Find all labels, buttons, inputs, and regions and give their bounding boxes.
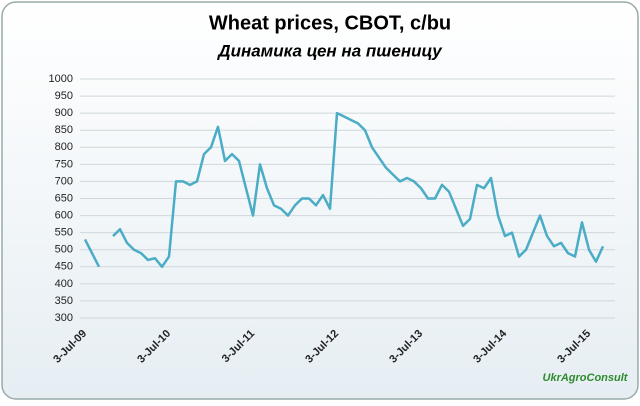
y-tick-label: 400	[55, 278, 73, 290]
y-tick-label: 650	[55, 192, 73, 204]
y-tick-label: 800	[55, 141, 73, 153]
y-tick-label: 300	[55, 312, 73, 324]
y-tick-label: 500	[55, 244, 73, 256]
price-line	[83, 111, 605, 269]
chart-subtitle: Динамика цен на пшеницу	[216, 41, 443, 60]
y-tick-label: 550	[55, 227, 73, 239]
chart-title: Wheat prices, CBOT, c/bu	[209, 12, 451, 34]
y-tick-label: 450	[55, 261, 73, 273]
y-tick-label: 700	[55, 175, 73, 187]
y-tick-label: 1000	[49, 73, 73, 85]
y-tick-label: 600	[55, 209, 73, 221]
source-logo: UkrAgroConsult	[543, 372, 629, 384]
y-tick-label: 350	[55, 295, 73, 307]
y-tick-label: 950	[55, 90, 73, 102]
y-tick-label: 900	[55, 107, 73, 119]
y-tick-label: 850	[55, 124, 73, 136]
y-tick-label: 750	[55, 158, 73, 170]
